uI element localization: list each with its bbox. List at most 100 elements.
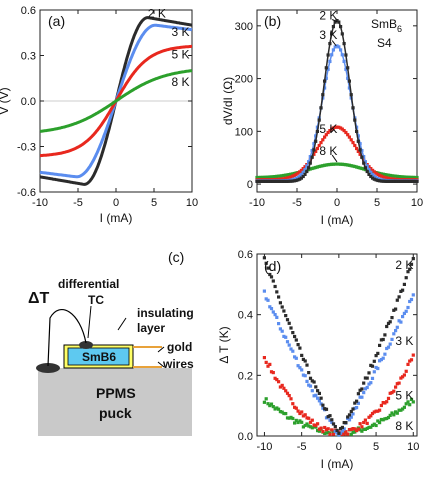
panel-d-data-point bbox=[294, 356, 298, 360]
panel-d-data-point bbox=[291, 416, 295, 421]
panel-a-ytick-label: -0.6 bbox=[17, 187, 36, 199]
panel-d-data-point bbox=[294, 406, 298, 410]
panel-d-data-point bbox=[404, 402, 408, 406]
panel-b-data-point bbox=[310, 166, 314, 171]
panel-b-data-point bbox=[294, 172, 298, 176]
panel-d-data-point bbox=[328, 418, 332, 422]
panel-d-data-point bbox=[303, 374, 307, 378]
panel-d-data-point bbox=[386, 345, 391, 349]
panel-d-xlabel: I (mA) bbox=[321, 457, 354, 471]
panel-b-data-point bbox=[379, 172, 383, 176]
panel-d-data-point bbox=[376, 351, 380, 355]
panel-b-data-point bbox=[383, 173, 387, 177]
panel-d-data-point bbox=[271, 310, 275, 314]
panel-d-data-point bbox=[369, 425, 373, 429]
panel-d-data-point bbox=[362, 427, 366, 431]
panel-d-data-point bbox=[386, 396, 391, 400]
panel-b-data-point bbox=[346, 66, 350, 70]
panel-d-data-point bbox=[307, 416, 311, 420]
panel-d-data-point bbox=[411, 257, 415, 261]
panel-d-data-point bbox=[340, 429, 344, 433]
panel-b-data-point bbox=[294, 176, 298, 181]
panel-a-series-label: 3 K bbox=[171, 25, 189, 39]
panel-b-data-point bbox=[413, 175, 417, 180]
panel-b-data-point bbox=[349, 93, 353, 97]
panel-b-series-label: 3 K bbox=[319, 28, 337, 42]
panel-d-data-point bbox=[395, 298, 399, 302]
panel-b-data-point bbox=[404, 175, 408, 179]
panel-d-data-point bbox=[401, 288, 405, 292]
panel-b-data-point bbox=[303, 167, 307, 172]
panel-b-label: (b) bbox=[264, 13, 281, 29]
panel-b-data-point bbox=[404, 179, 408, 183]
panel-b-data-point bbox=[264, 175, 268, 179]
panel-d-data-point bbox=[262, 289, 266, 293]
panel-b-data-point bbox=[308, 158, 312, 162]
panel-d-data-point bbox=[386, 415, 391, 420]
panel-b-data-point bbox=[337, 125, 341, 129]
panel-d-data-point bbox=[301, 373, 305, 377]
panel-d-data-point bbox=[269, 307, 274, 311]
panel-d-data-point bbox=[300, 410, 304, 414]
panel-d-label: (d) bbox=[264, 258, 281, 274]
panel-d-data-point bbox=[289, 326, 293, 330]
panel-b-data-point bbox=[385, 173, 389, 177]
panel-b-data-point bbox=[333, 125, 337, 129]
panel-d-data-point bbox=[268, 404, 272, 408]
panel-d-data-point bbox=[376, 419, 380, 423]
panel-d-data-point bbox=[314, 423, 318, 428]
panel-b-data-point bbox=[369, 167, 373, 171]
panel-b-data-point bbox=[292, 173, 296, 177]
panel-d-data-point bbox=[321, 430, 325, 434]
panel-d-data-point bbox=[392, 413, 396, 417]
panel-d-data-point bbox=[411, 400, 415, 404]
panel-d-data-point bbox=[308, 384, 313, 388]
panel-d-data-point bbox=[351, 430, 355, 434]
panel-d-data-point bbox=[282, 309, 286, 313]
panel-a-series-label: 8 K bbox=[171, 75, 189, 89]
panel-b-data-point bbox=[374, 175, 378, 180]
panel-b-data-point bbox=[317, 164, 321, 169]
panel-d-data-point bbox=[305, 363, 309, 367]
panel-b-data-point bbox=[298, 177, 302, 181]
panel-d-data-point bbox=[374, 409, 378, 413]
panel-a-xtick-label: 0 bbox=[113, 197, 119, 209]
panel-b-data-point bbox=[307, 166, 311, 170]
panel-b-data-point bbox=[285, 179, 289, 183]
panel-d-data-point bbox=[269, 275, 274, 279]
panel-d-data-point bbox=[321, 406, 325, 410]
panel-d-data-point bbox=[310, 389, 314, 393]
panel-d-data-point bbox=[383, 401, 387, 405]
panel-b-data-point bbox=[395, 179, 399, 183]
panel-d-data-point bbox=[271, 371, 275, 375]
panel-d-data-point bbox=[365, 376, 369, 380]
panel-d-data-point bbox=[372, 359, 376, 363]
panel-d-data-point bbox=[370, 376, 375, 380]
panel-d-data-point bbox=[379, 338, 383, 342]
panel-b-data-point bbox=[342, 162, 346, 167]
panel-b-data-point bbox=[319, 106, 323, 110]
panel-d-data-point bbox=[271, 279, 275, 283]
panel-b-data-point bbox=[298, 174, 302, 178]
panel-d-data-point bbox=[365, 421, 369, 425]
panel-d-data-point bbox=[293, 421, 297, 425]
panel-b-sample-name: SmB bbox=[371, 17, 397, 31]
panel-d-data-point bbox=[335, 428, 339, 432]
panel-d-data-point bbox=[370, 411, 375, 416]
panel-d-data-point bbox=[360, 429, 364, 433]
panel-b-data-point bbox=[335, 125, 339, 129]
panel-d-data-point bbox=[347, 418, 352, 422]
panel-b-data-point bbox=[264, 179, 268, 183]
panel-d-data-point bbox=[360, 387, 364, 391]
panel-d-data-point bbox=[378, 421, 382, 425]
panel-b-data-point bbox=[267, 175, 271, 179]
panel-b-data-point bbox=[381, 172, 385, 176]
panel-d-data-point bbox=[280, 410, 284, 414]
panel-b-data-point bbox=[326, 53, 330, 57]
panel-b-data-point bbox=[387, 176, 391, 180]
panel-b-data-point bbox=[271, 179, 275, 183]
panel-b-data-point bbox=[342, 59, 346, 63]
panel-b-data-point bbox=[344, 53, 348, 57]
panel-d-data-point bbox=[289, 397, 293, 401]
panel-b-data-point bbox=[259, 179, 263, 183]
